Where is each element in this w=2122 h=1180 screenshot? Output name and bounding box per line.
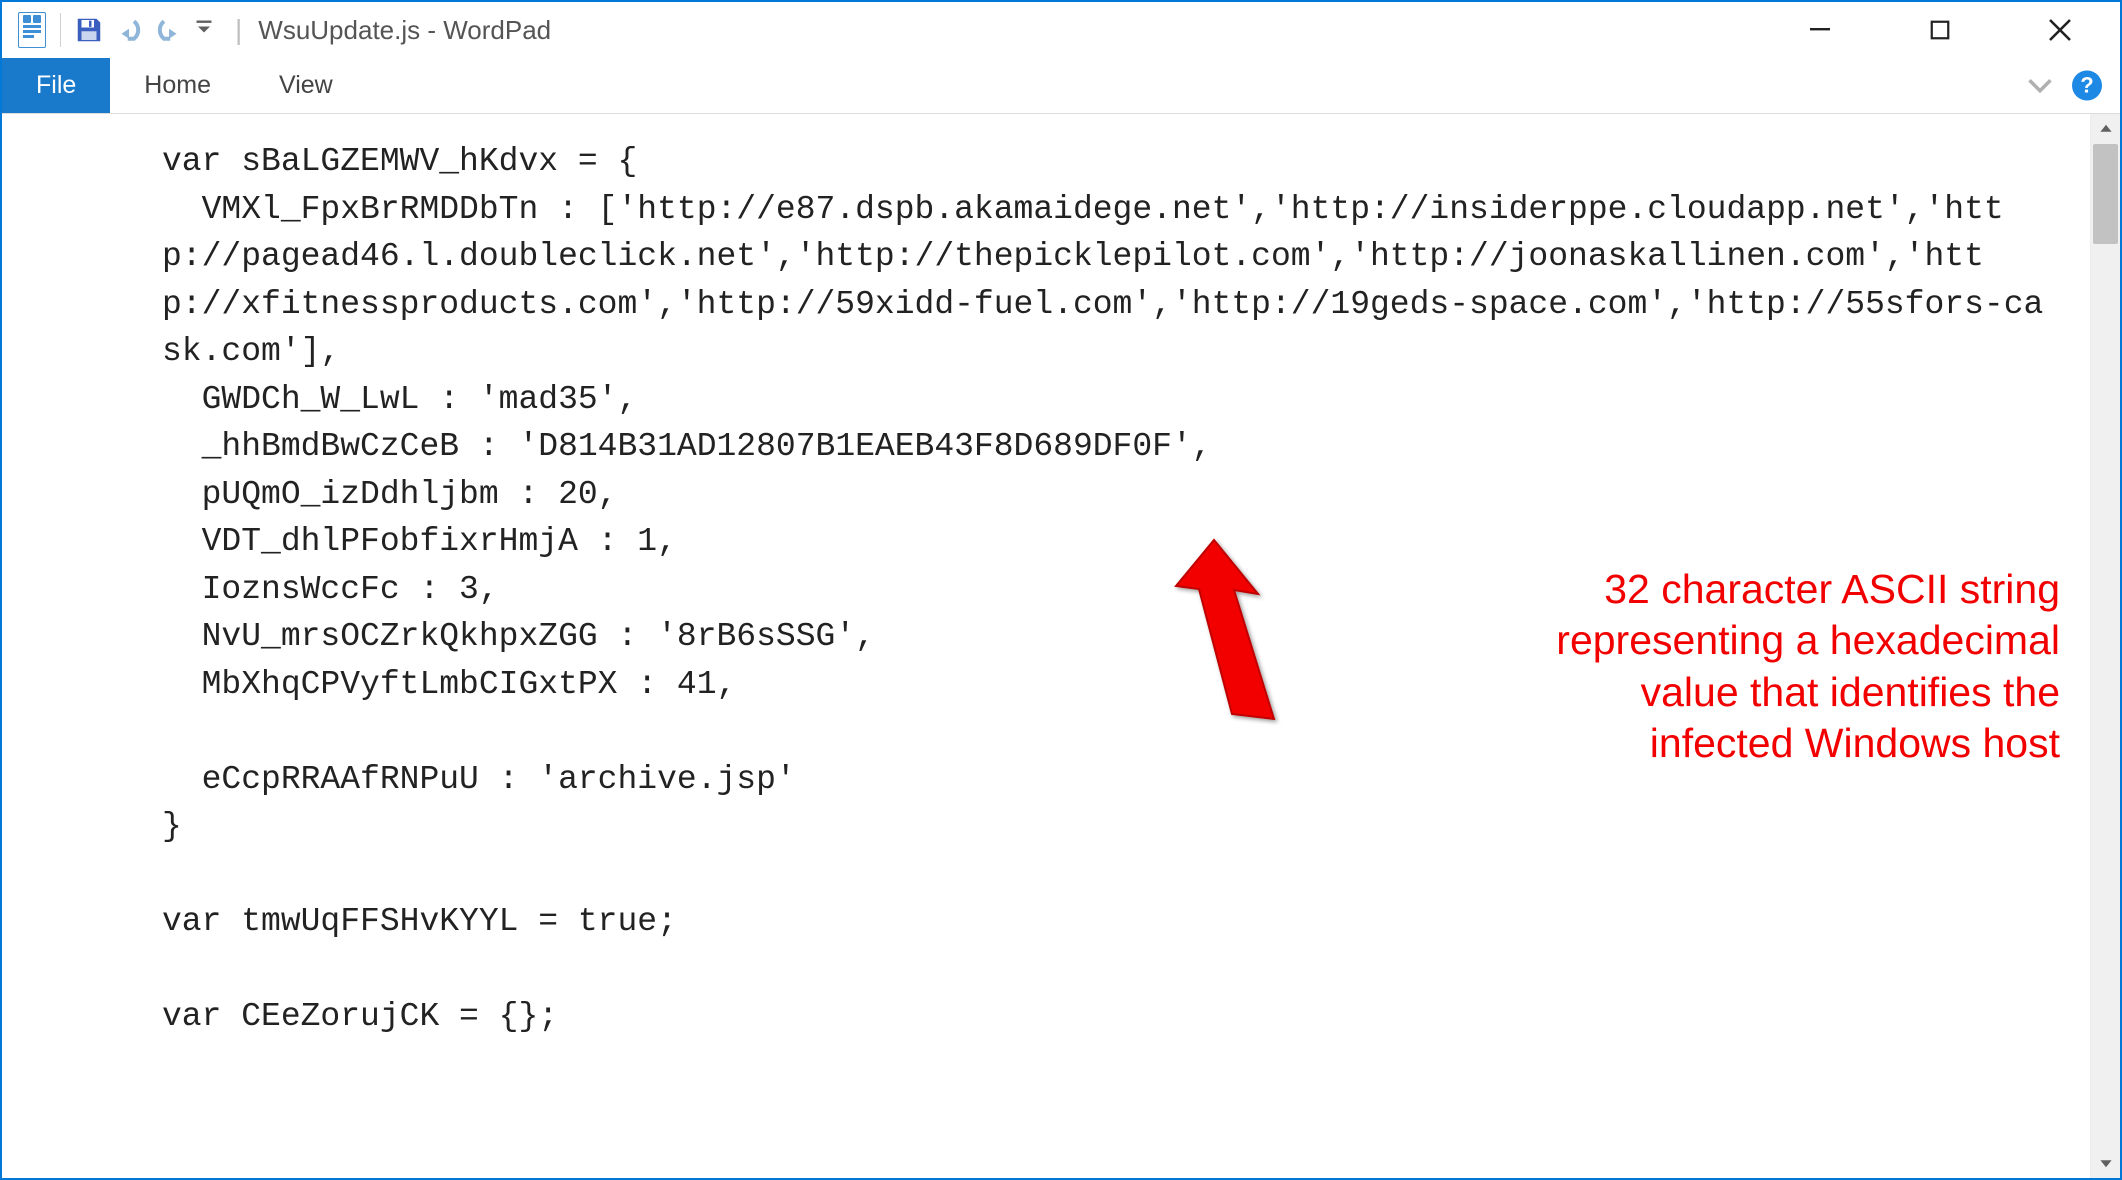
qat-dropdown-icon[interactable] [189,19,219,42]
vertical-scrollbar[interactable] [2090,114,2120,1178]
titlebar: | WsuUpdate.js - WordPad [2,2,2120,58]
tab-label: File [36,71,76,100]
tab-label: View [279,71,333,100]
help-icon[interactable]: ? [2072,71,2102,101]
scrollbar-track[interactable] [2091,144,2120,1148]
window-controls [1760,2,2120,58]
save-icon[interactable] [69,10,109,50]
qat-separator [60,13,61,47]
content-area: var sBaLGZEMWV_hKdvx = { VMXl_FpxBrRMDDb… [2,114,2120,1178]
close-button[interactable] [2000,2,2120,58]
scroll-up-icon[interactable] [2091,114,2120,144]
maximize-button[interactable] [1880,2,2000,58]
tab-view[interactable]: View [245,58,367,113]
help-symbol: ? [2080,73,2093,99]
undo-icon[interactable] [109,10,149,50]
scrollbar-thumb[interactable] [2093,144,2118,244]
tab-label: Home [144,71,211,100]
tab-file[interactable]: File [2,58,110,113]
ribbon: File Home View ? [2,58,2120,114]
window-title: WsuUpdate.js - WordPad [258,15,551,46]
collapse-ribbon-icon[interactable] [2026,70,2054,101]
document-body[interactable]: var sBaLGZEMWV_hKdvx = { VMXl_FpxBrRMDDb… [2,114,2090,1178]
minimize-button[interactable] [1760,2,1880,58]
title-separator: | [235,14,242,46]
tab-home[interactable]: Home [110,58,245,113]
redo-icon[interactable] [149,10,189,50]
scroll-down-icon[interactable] [2091,1148,2120,1178]
app-icon [12,10,52,50]
